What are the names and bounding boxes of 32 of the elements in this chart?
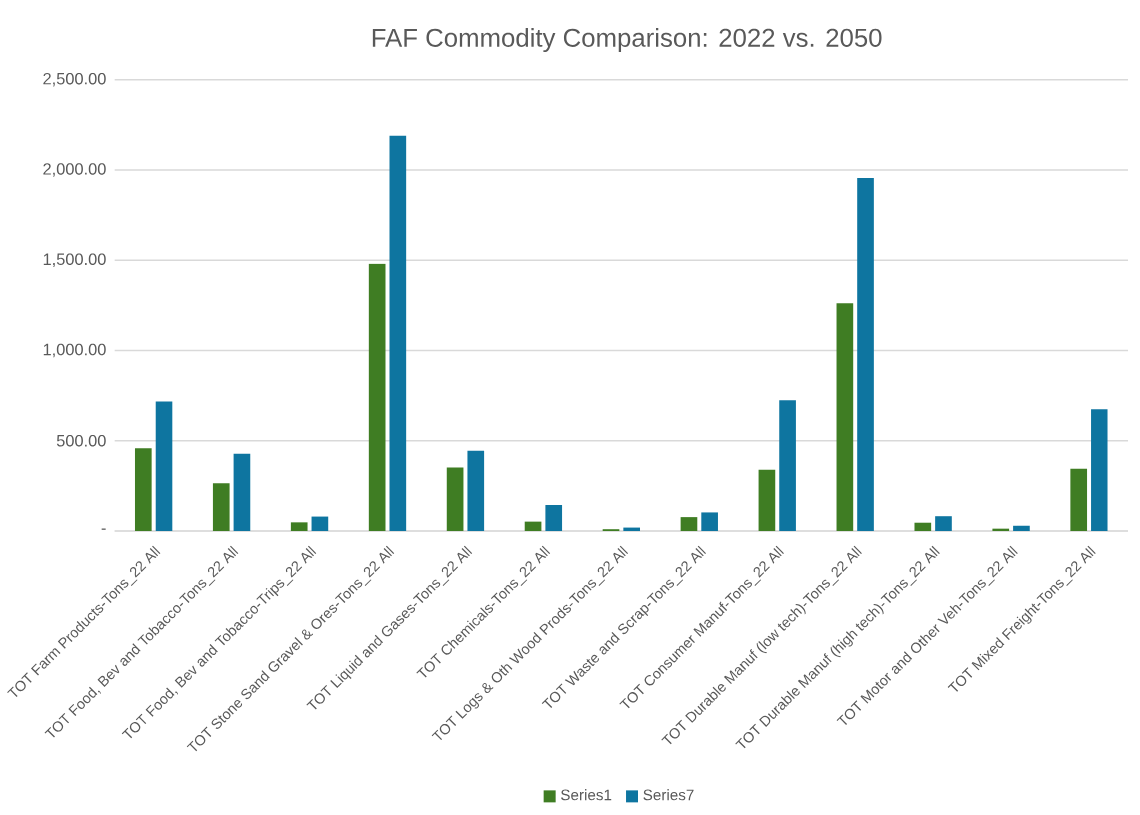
bar [389,135,407,532]
legend-label: Series7 [643,789,694,801]
bar [836,303,854,532]
bar [857,177,874,532]
bar [311,516,329,532]
bar [1070,468,1088,532]
bar [914,522,932,532]
bar [524,521,542,532]
bar [680,517,698,532]
bar [467,450,485,532]
bar [446,467,464,532]
bar [701,512,718,532]
bar [935,516,952,532]
bar [134,448,152,532]
y-tick-label: 1,500.00 [43,253,106,267]
bar [1013,525,1030,532]
y-tick-label: 2,500.00 [43,72,106,87]
bar [758,469,776,532]
bar [212,483,230,532]
chart-title: FAF Commodity Comparison: 2022 vs. 2050 [372,28,882,52]
bar [290,522,308,532]
y-tick-label: - [101,528,106,530]
y-tick-label: 500.00 [56,434,106,447]
legend-label: Series1 [561,789,612,801]
bar [155,401,173,532]
bar [545,505,563,532]
bar [779,400,796,532]
y-tick-label: 1,000.00 [43,343,106,358]
y-tick-label: 2,000.00 [43,163,106,177]
bar [233,453,251,532]
bar [368,263,386,532]
bar [1091,409,1108,532]
